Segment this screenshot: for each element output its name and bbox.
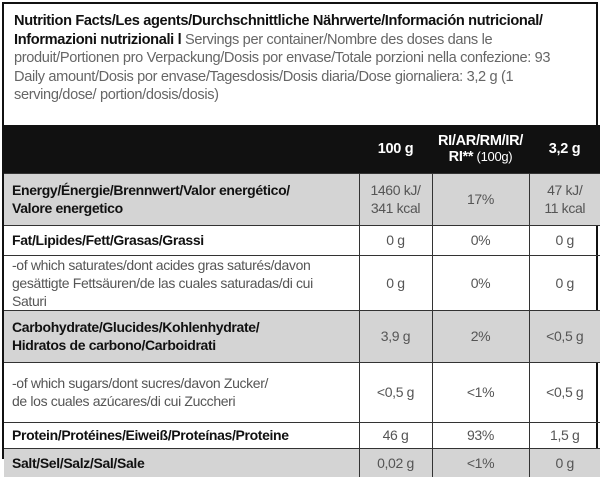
value-100g-kj: 1460 kJ/ — [370, 182, 421, 198]
value-ri: 0% — [431, 254, 529, 310]
nutrient-name-line2: Valore energetico — [12, 200, 123, 216]
nutrient-name: Carbohydrate/Glucides/Kohlenhydrate/ Hid… — [4, 309, 359, 362]
value-serving: 0 g — [528, 254, 600, 310]
value-ri: 0% — [431, 224, 529, 255]
value-100g: 0 g — [358, 224, 432, 255]
nutrient-name: Energy/Énergie/Brennwert/Valor energétic… — [4, 172, 359, 225]
table-row-carbohydrate: Carbohydrate/Glucides/Kohlenhydrate/ Hid… — [4, 309, 600, 362]
label-title-continued: Informazioni nutrizionali l — [14, 31, 182, 48]
nutrition-table: 100 g RI/AR/RM/IR/ RI** (100g) 3,2 g Ene… — [4, 125, 600, 477]
value-serving: 1,5 g — [528, 421, 600, 448]
nutrient-name-line1: -of which saturates/dont acides gras sat… — [12, 256, 311, 273]
table-row-salt: Salt/Sel/Salz/Sal/Sale 0,02 g <1% 0 g — [4, 447, 600, 477]
label-title: Nutrition Facts/Les agents/Durchschnittl… — [14, 13, 543, 29]
ri-label-line1: RI/AR/RM/IR/ — [437, 132, 523, 149]
column-header-serving: 3,2 g — [548, 140, 581, 157]
value-100g: 46 g — [358, 421, 432, 448]
value-100g-kcal: 341 kcal — [370, 200, 421, 216]
nutrient-name: Fat/Lipides/Fett/Grasas/Grassi — [4, 224, 359, 255]
nutrient-name-line1: Energy/Énergie/Brennwert/Valor energétic… — [12, 182, 290, 198]
value-ri: <1% — [431, 447, 529, 477]
table-row-fat: Fat/Lipides/Fett/Grasas/Grassi 0 g 0% 0 … — [4, 224, 600, 255]
column-header-nutrient — [4, 125, 359, 173]
value-100g: 3,9 g — [358, 309, 432, 362]
value-serving: <0,5 g — [528, 361, 600, 422]
label-header: Nutrition Facts/Les agents/Durchschnittl… — [14, 12, 594, 105]
table-row-energy: Energy/Énergie/Brennwert/Valor energétic… — [4, 172, 600, 225]
nutrient-name: Salt/Sel/Salz/Sal/Sale — [4, 447, 359, 477]
nutrient-name: -of which saturates/dont acides gras sat… — [4, 254, 359, 310]
value-serving: 0 g — [528, 224, 600, 255]
value-serving: <0,5 g — [528, 309, 600, 362]
column-header-ri: RI/AR/RM/IR/ RI** (100g) — [432, 125, 529, 173]
nutrient-name-line1: -of which sugars/dont sucres/davon Zucke… — [12, 375, 269, 391]
table-row-protein: Protein/Protéines/Eiweiß/Proteínas/Prote… — [4, 421, 600, 448]
value-100g: 1460 kJ/ 341 kcal — [358, 172, 432, 225]
table-header: 100 g RI/AR/RM/IR/ RI** (100g) 3,2 g — [4, 125, 600, 173]
value-ri: 2% — [431, 309, 529, 362]
nutrient-name: Protein/Protéines/Eiweiß/Proteínas/Prote… — [4, 421, 359, 448]
nutrient-name-line2: gesättigte Fettsäuren/de las cuales satu… — [12, 274, 313, 309]
daily-amount-text: Daily amount/Dosis por envase/Tagesdosis… — [14, 68, 514, 104]
value-100g: 0,02 g — [358, 447, 432, 477]
nutrient-name-line1: Carbohydrate/Glucides/Kohlenhydrate/ — [12, 319, 260, 335]
ri-label-line2: RI** — [448, 148, 474, 165]
value-ri: 17% — [431, 172, 529, 225]
table-row-saturates: -of which saturates/dont acides gras sat… — [4, 254, 600, 310]
ri-unit: (100g) — [473, 148, 513, 164]
value-ri: 93% — [431, 421, 529, 448]
value-ri: <1% — [431, 361, 529, 422]
value-serving-kj: 47 kJ/ — [547, 182, 583, 198]
value-100g: 0 g — [358, 254, 432, 310]
value-serving-kcal: 11 kcal — [544, 200, 586, 216]
nutrient-name-line2: de los cuales azúcares/di cui Zuccheri — [12, 393, 236, 409]
table-row-sugars: -of which sugars/dont sucres/davon Zucke… — [4, 361, 600, 422]
value-serving: 0 g — [528, 447, 600, 477]
servings-text: Servings per container/Nombre des doses … — [14, 31, 551, 67]
column-header-100g: 100 g — [377, 140, 414, 157]
value-100g: <0,5 g — [358, 361, 432, 422]
nutrient-name: -of which sugars/dont sucres/davon Zucke… — [4, 361, 359, 422]
value-serving: 47 kJ/ 11 kcal — [528, 172, 600, 225]
nutrient-name-line2: Hidratos de carbono/Carboidrati — [12, 337, 216, 353]
